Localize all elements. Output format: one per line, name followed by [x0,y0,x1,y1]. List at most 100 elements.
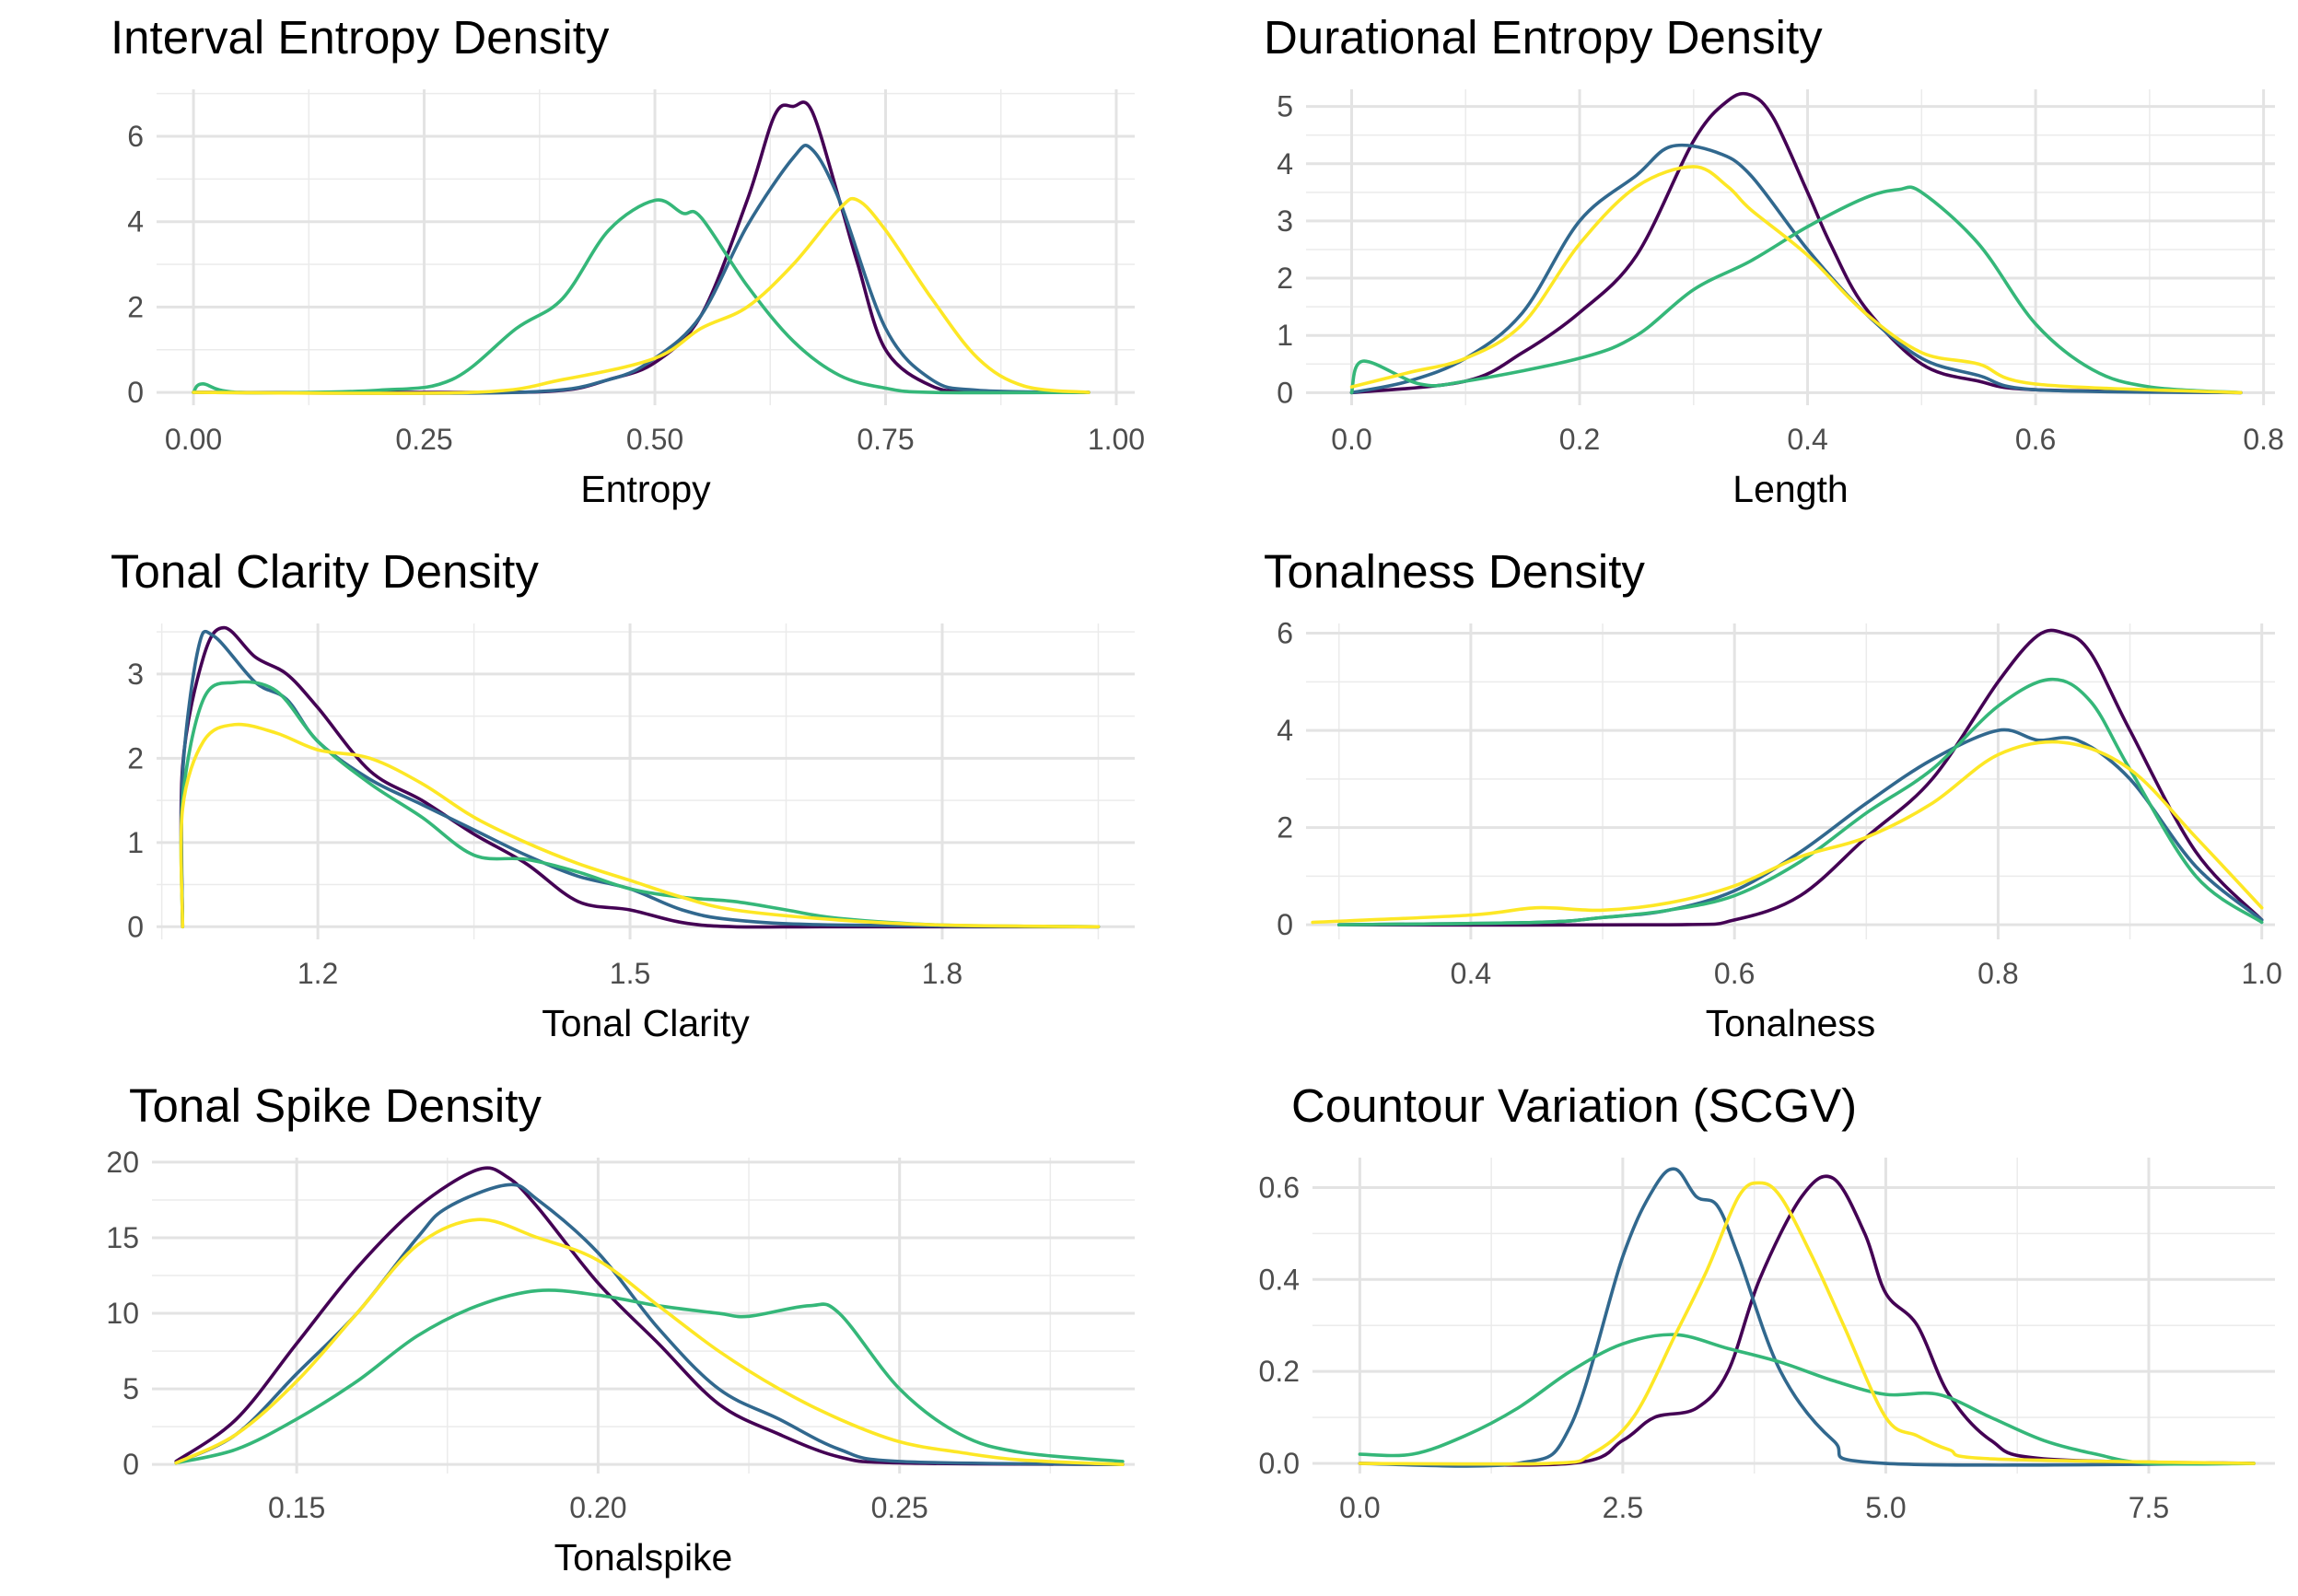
panel-durational-entropy-minor-grid [1306,89,2275,405]
x-axis-title: Tonalness [1706,1002,1876,1044]
y-tick-label: 5 [1277,90,1293,123]
panel-durational-entropy-series-line-3 [1349,185,2243,395]
x-tick-label: 0.50 [626,423,683,456]
panel-durational-entropy-series-line-2 [1349,143,2243,395]
panel-tonal-spike-minor-grid [152,1158,1135,1474]
x-tick-label: 0.0 [1339,1491,1380,1524]
panel-tonal-spike-series-line-4 [174,1217,1125,1466]
x-tick-label: 0.15 [268,1491,325,1524]
panel-tonalness-series-line-1 [1336,628,2264,927]
panel-contour-variation-minor-grid [1312,1158,2275,1474]
panel-title: Durational Entropy Density [1264,11,1823,64]
panel-contour-variation-major-grid [1312,1158,2275,1474]
x-tick-label: 0.00 [165,423,222,456]
panel-title: Interval Entropy Density [111,11,610,64]
panel-title: Tonal Spike Density [129,1079,542,1132]
y-tick-label: 1 [127,826,144,859]
panel-contour-variation: 0.0 2.5 5.0 7.5 0.0 0.2 0.4 0.6 Countour Variati… [1259,1079,2275,1524]
x-tick-label: 1.2 [297,957,338,990]
panel-tonalness: 0.4 0.6 0.8 1.0 0 2 4 6 Tonalness Density Tonalne… [1264,545,2282,1044]
panel-tonal-clarity-series-line-1 [179,625,1101,929]
panel-title: Countour Variation (SCGV) [1291,1079,1857,1132]
panel-interval-entropy-series-line-4 [192,196,1091,395]
y-tick-label: 10 [106,1297,139,1330]
panel-tonal-clarity-series-line-3 [179,680,1101,929]
y-tick-label: 3 [127,658,144,691]
x-tick-label: 0.8 [1977,957,2018,990]
panel-interval-entropy-series-line-2 [192,143,1091,395]
y-tick-label: 3 [1277,204,1293,238]
panel-interval-entropy-series-line-1 [192,100,1091,395]
panel-tonalness-series-line-4 [1311,740,2264,925]
y-tick-label: 0 [127,910,144,943]
x-tick-label: 0.6 [2015,423,2056,456]
x-tick-label: 1.5 [610,957,650,990]
y-tick-label: 0 [1277,376,1293,409]
y-tick-label: 4 [1277,714,1293,747]
panel-tonal-clarity-minor-grid [157,623,1135,939]
panel-tonal-spike-major-grid [152,1158,1135,1474]
panel-tonal-clarity-series-line-4 [179,722,1101,929]
x-tick-label: 0.25 [395,423,452,456]
y-tick-label: 2 [1277,811,1293,845]
panel-tonal-spike-series-line-1 [174,1166,1125,1466]
y-tick-label: 1 [1277,319,1293,352]
x-tick-label: 1.0 [2241,957,2281,990]
x-axis-title: Tonalspike [554,1536,733,1579]
panel-tonalness-minor-grid [1306,623,2275,939]
panel-interval-entropy-major-grid [157,89,1135,405]
y-tick-label: 2 [1277,262,1293,295]
panel-durational-entropy-series-line-4 [1349,165,2243,395]
panel-contour-variation-series-line-4 [1358,1181,2256,1466]
panel-title: Tonal Clarity Density [111,545,539,598]
x-tick-label: 0.0 [1331,423,1371,456]
x-tick-label: 0.2 [1559,423,1600,456]
panel-tonal-clarity-major-grid [157,623,1135,939]
y-tick-label: 0.4 [1259,1263,1300,1296]
y-tick-label: 0.2 [1259,1355,1300,1388]
x-tick-label: 0.4 [1787,423,1827,456]
y-tick-label: 0 [122,1448,139,1481]
x-tick-label: 0.25 [871,1491,928,1524]
panel-title: Tonalness Density [1264,545,1645,598]
panel-contour-variation-series-line-3 [1358,1333,2256,1466]
y-tick-label: 0 [127,376,144,409]
x-axis-title: Length [1732,468,1848,510]
y-tick-label: 4 [1277,147,1293,181]
panel-tonal-spike-series-line-2 [174,1182,1125,1466]
panel-tonal-spike: 0.15 0.20 0.25 0 5 10 15 20 Tonal Spike Density T… [106,1079,1135,1579]
y-tick-label: 4 [127,205,144,239]
y-tick-label: 0.0 [1259,1447,1300,1480]
x-tick-label: 0.4 [1451,957,1491,990]
panel-interval-entropy-minor-grid [157,89,1135,405]
y-tick-label: 0.6 [1259,1171,1300,1204]
x-tick-label: 5.0 [1865,1491,1906,1524]
y-tick-label: 6 [127,120,144,153]
x-tick-label: 2.5 [1603,1491,1643,1524]
x-tick-label: 1.8 [922,957,962,990]
panel-tonal-clarity: 1.2 1.5 1.8 0 1 2 3 Tonal Clarity Density Tonal … [111,545,1135,1044]
x-tick-label: 0.6 [1714,957,1755,990]
x-tick-label: 0.75 [857,423,914,456]
y-tick-label: 0 [1277,908,1293,941]
y-tick-label: 5 [122,1372,139,1405]
x-tick-label: 0.20 [569,1491,626,1524]
y-tick-label: 2 [127,290,144,323]
x-axis-title: Tonal Clarity [542,1002,750,1044]
panel-durational-entropy-series-line-1 [1349,91,2243,395]
x-tick-label: 1.00 [1088,423,1145,456]
panel-durational-entropy-major-grid [1306,89,2275,405]
x-tick-label: 7.5 [2129,1491,2169,1524]
y-tick-label: 6 [1277,617,1293,650]
panel-contour-variation-series-line-1 [1358,1174,2256,1467]
panel-tonal-clarity-series-line-2 [180,629,1101,929]
y-tick-label: 20 [106,1146,139,1179]
panel-interval-entropy: 0.00 0.25 0.50 0.75 1.00 0 2 4 6 Interval Entropy… [111,11,1145,510]
x-axis-title: Entropy [580,468,711,510]
panel-contour-variation-series-line-2 [1358,1167,2256,1468]
panel-durational-entropy: 0.0 0.2 0.4 0.6 0.8 0 1 2 3 4 5 Durational Entropy … [1264,11,2284,510]
y-tick-label: 2 [127,741,144,775]
y-tick-label: 15 [106,1221,139,1254]
x-tick-label: 0.8 [2243,423,2283,456]
